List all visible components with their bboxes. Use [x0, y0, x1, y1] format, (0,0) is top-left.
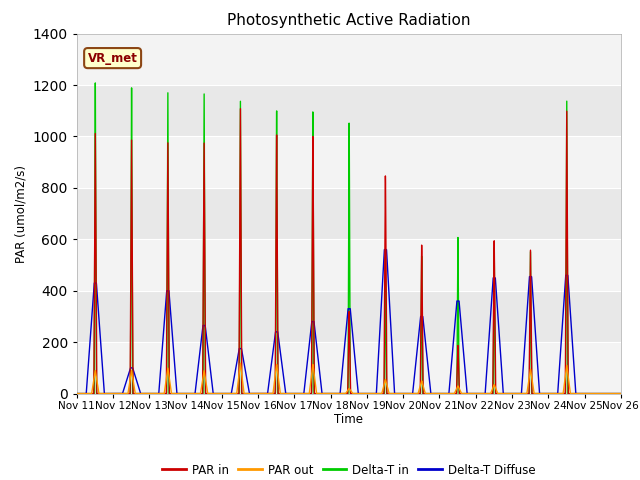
Bar: [77, 34, 621, 85]
Legend: PAR in, PAR out, Delta-T in, Delta-T Diffuse: PAR in, PAR out, Delta-T in, Delta-T Dif…: [157, 459, 540, 480]
X-axis label: Time: Time: [334, 413, 364, 426]
Title: Photosynthetic Active Radiation: Photosynthetic Active Radiation: [227, 13, 470, 28]
Bar: [77, 240, 621, 291]
Y-axis label: PAR (umol/m2/s): PAR (umol/m2/s): [14, 165, 27, 263]
Bar: [77, 136, 621, 188]
Bar: [77, 342, 621, 394]
Text: VR_met: VR_met: [88, 51, 138, 65]
